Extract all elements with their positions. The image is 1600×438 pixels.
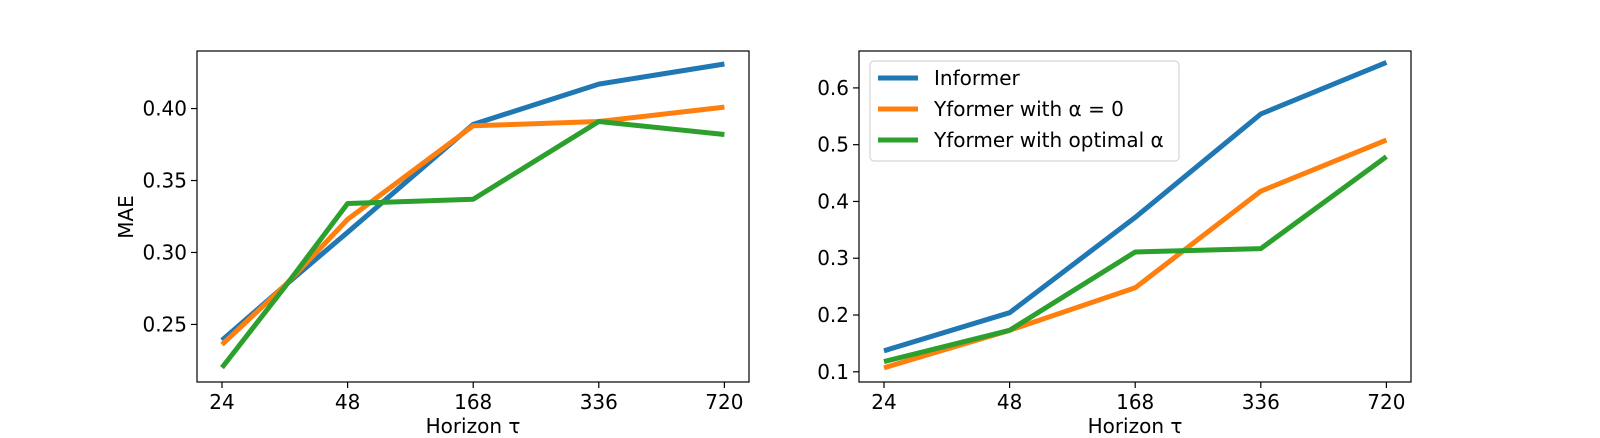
legend-label-yformer-alpha0: Yformer with α = 0 bbox=[933, 97, 1124, 121]
legend: Informer Yformer with α = 0 Yformer with… bbox=[869, 60, 1180, 162]
left-axes-frame bbox=[196, 50, 750, 383]
left-series-yformer-optimal bbox=[220, 119, 725, 370]
left-x-tick-label: 168 bbox=[454, 390, 492, 414]
right-y-tick-label: 0.1 bbox=[817, 360, 849, 384]
right-y-tick-label: 0.5 bbox=[817, 133, 849, 157]
left-x-tick-label: 336 bbox=[580, 390, 618, 414]
right-x-tick-label: 336 bbox=[1242, 390, 1280, 414]
right-chart: 24 48 168 336 720 0.1 0.2 0.3 0.4 0.5 0.6 Horizon … bbox=[817, 50, 1412, 438]
left-y-tick-label: 0.25 bbox=[142, 312, 187, 336]
right-x-tick-label: 168 bbox=[1116, 390, 1154, 414]
legend-label-yformer-optimal: Yformer with optimal α bbox=[933, 128, 1164, 152]
right-y-tick-label: 0.3 bbox=[817, 246, 849, 270]
right-series-yformer-optimal bbox=[883, 154, 1388, 365]
left-y-tick-label: 0.40 bbox=[142, 97, 187, 121]
right-ticks: 24 48 168 336 720 0.1 0.2 0.3 0.4 0.5 0.6 bbox=[817, 76, 1405, 414]
left-x-tick-label: 24 bbox=[209, 390, 234, 414]
right-x-axis-label: Horizon τ bbox=[1088, 414, 1183, 438]
left-series-yformer-alpha0 bbox=[220, 104, 725, 347]
left-x-tick-label: 48 bbox=[335, 390, 360, 414]
left-x-axis-label: Horizon τ bbox=[426, 414, 521, 438]
legend-box bbox=[869, 60, 1180, 162]
right-y-tick-label: 0.2 bbox=[817, 303, 849, 327]
left-series-informer bbox=[220, 61, 725, 343]
legend-label-informer: Informer bbox=[934, 66, 1021, 90]
left-y-axis-label: MAE bbox=[114, 195, 138, 239]
right-y-tick-label: 0.4 bbox=[817, 189, 849, 213]
left-ticks: 24 48 168 336 720 0.25 0.30 0.35 0.40 bbox=[142, 97, 743, 414]
right-y-tick-label: 0.6 bbox=[817, 76, 849, 100]
left-y-tick-label: 0.35 bbox=[142, 169, 187, 193]
left-y-tick-label: 0.30 bbox=[142, 240, 187, 264]
left-x-tick-label: 720 bbox=[705, 390, 743, 414]
right-x-tick-label: 24 bbox=[871, 390, 896, 414]
right-x-tick-label: 720 bbox=[1367, 390, 1405, 414]
left-series-layer bbox=[220, 61, 725, 370]
right-series-layer bbox=[883, 60, 1388, 371]
right-x-tick-label: 48 bbox=[997, 390, 1022, 414]
right-series-informer bbox=[883, 60, 1388, 354]
